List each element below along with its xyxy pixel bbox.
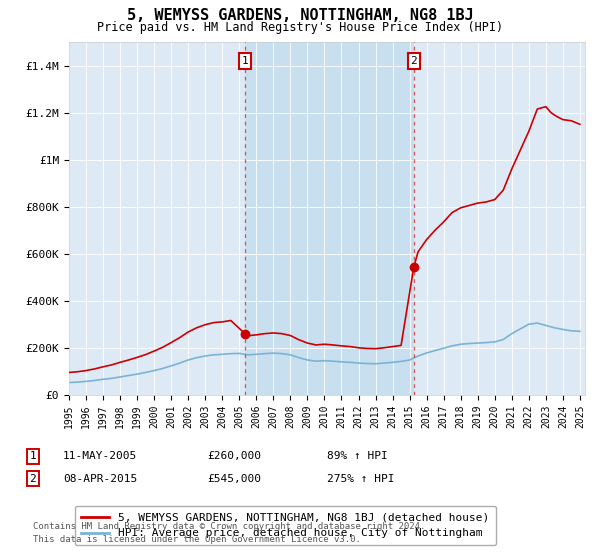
Bar: [245, 42, 414, 395]
Text: 89% ↑ HPI: 89% ↑ HPI: [327, 451, 388, 461]
Text: 2: 2: [29, 474, 37, 484]
Text: This data is licensed under the Open Government Licence v3.0.: This data is licensed under the Open Gov…: [33, 535, 361, 544]
Text: 11-MAY-2005: 11-MAY-2005: [63, 451, 137, 461]
Legend: 5, WEMYSS GARDENS, NOTTINGHAM, NG8 1BJ (detached house), HPI: Average price, det: 5, WEMYSS GARDENS, NOTTINGHAM, NG8 1BJ (…: [74, 506, 496, 545]
Text: 5, WEMYSS GARDENS, NOTTINGHAM, NG8 1BJ: 5, WEMYSS GARDENS, NOTTINGHAM, NG8 1BJ: [127, 8, 473, 22]
Text: Contains HM Land Registry data © Crown copyright and database right 2024.: Contains HM Land Registry data © Crown c…: [33, 522, 425, 531]
Text: 275% ↑ HPI: 275% ↑ HPI: [327, 474, 395, 484]
Text: 2: 2: [410, 56, 417, 66]
Text: 08-APR-2015: 08-APR-2015: [63, 474, 137, 484]
Text: 1: 1: [29, 451, 37, 461]
Text: £545,000: £545,000: [207, 474, 261, 484]
Text: 1: 1: [242, 56, 248, 66]
Text: £260,000: £260,000: [207, 451, 261, 461]
Text: Price paid vs. HM Land Registry's House Price Index (HPI): Price paid vs. HM Land Registry's House …: [97, 21, 503, 34]
